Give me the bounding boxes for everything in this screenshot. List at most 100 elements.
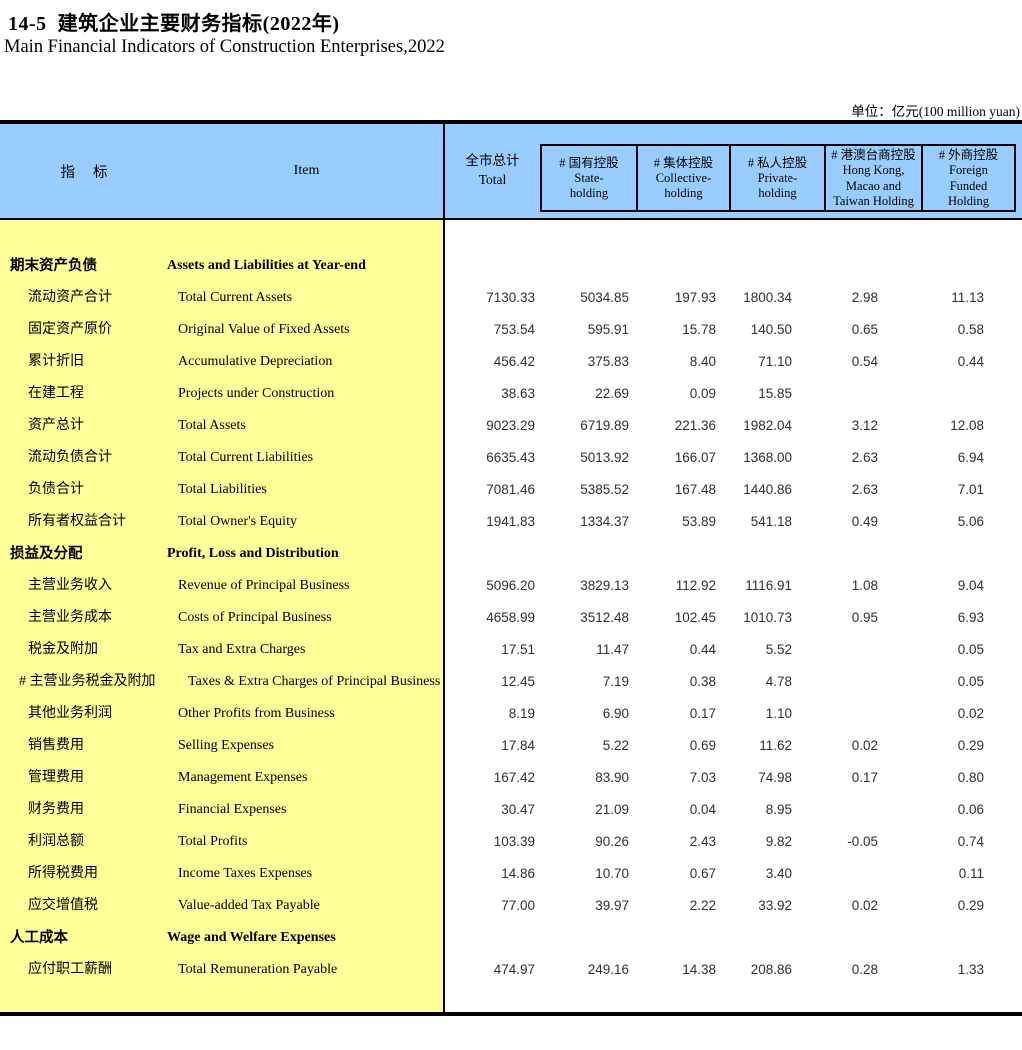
cell-value: -0.05 [847, 834, 878, 849]
cell-value: 7081.46 [486, 482, 535, 497]
cell-value: 2.63 [851, 450, 878, 465]
cell-value: 0.17 [851, 770, 878, 785]
table-top-rule [0, 120, 1022, 124]
cell-value: 167.48 [674, 482, 716, 497]
cell-value: 38.63 [501, 386, 535, 401]
row-label-english: Total Profits [178, 834, 248, 849]
row-label-english: Costs of Principal Business [178, 610, 332, 625]
table-bottom-rule [0, 1012, 1022, 1016]
cell-value: 2.98 [851, 290, 878, 305]
row-label-english: Projects under Construction [178, 386, 335, 401]
cell-value: 7.03 [689, 770, 716, 785]
cell-value: 11.13 [951, 290, 984, 305]
row-label-chinese: 流动负债合计 [28, 450, 112, 465]
cell-value: 112.92 [675, 578, 716, 593]
cell-value: 474.97 [493, 962, 535, 977]
cell-value: 5385.52 [580, 482, 629, 497]
row-label-english: Total Owner's Equity [178, 514, 297, 529]
cell-value: 0.05 [957, 674, 984, 689]
cell-value: 4.78 [765, 674, 792, 689]
row-label-english: Total Liabilities [178, 482, 267, 497]
cell-value: 6.90 [602, 706, 629, 721]
row-label-english: Profit, Loss and Distribution [167, 546, 339, 561]
row-label-chinese: 期末资产负债 [10, 258, 97, 274]
cell-value: 1116.91 [745, 578, 792, 593]
page-title-english: Main Financial Indicators of Constructio… [4, 37, 445, 57]
table-row: 在建工程 Projects under Construction 38.63 22… [0, 378, 1022, 410]
row-label-chinese: 利润总额 [28, 834, 84, 849]
cell-value: 0.04 [689, 802, 716, 817]
column-header-cell: # 私人控股 Private-holding [731, 146, 826, 210]
cell-value: 14.38 [682, 962, 716, 977]
header-indicator-english: Item [293, 163, 320, 178]
cell-value: 167.42 [493, 770, 535, 785]
cell-value: 0.02 [851, 738, 878, 753]
cell-value: 0.09 [689, 386, 716, 401]
cell-value: 21.09 [595, 802, 629, 817]
table-row: 流动资产合计 Total Current Assets 7130.33 5034.… [0, 282, 1022, 314]
cell-value: 753.54 [493, 322, 535, 337]
cell-value: 6.94 [957, 450, 984, 465]
cell-value: 30.47 [501, 802, 535, 817]
header-indicator-chinese: 指 标 [60, 164, 108, 181]
row-label-chinese: 主营业务收入 [28, 578, 112, 593]
header-bottom-rule [0, 218, 1022, 220]
row-label-chinese: 税金及附加 [28, 642, 98, 657]
row-label-english: Management Expenses [178, 770, 308, 785]
row-label-chinese: 销售费用 [28, 738, 84, 753]
column-header-cell: # 港澳台商控股 Hong Kong, Macao and Taiwan Holdi… [826, 146, 923, 210]
cell-value: 11.62 [759, 738, 792, 753]
cell-value: 22.69 [595, 386, 629, 401]
cell-value: 6.93 [957, 610, 984, 625]
row-label-chinese: 人工成本 [10, 930, 68, 946]
cell-value: 1.33 [957, 962, 984, 977]
cell-value: 166.07 [674, 450, 716, 465]
table-row: 销售费用 Selling Expenses 17.84 5.22 0.69 11.62… [0, 730, 1022, 762]
cell-value: 5013.92 [580, 450, 629, 465]
row-label-english: Other Profits from Business [178, 706, 335, 721]
row-label-english: Assets and Liabilities at Year-end [167, 258, 366, 273]
cell-value: 71.10 [758, 354, 792, 369]
header-subcolumns: # 国有控股 State-holding # 集体控股 Collective-h… [540, 144, 1016, 212]
cell-value: 0.29 [957, 738, 984, 753]
cell-value: 6719.89 [580, 418, 629, 433]
cell-value: 5034.85 [580, 290, 629, 305]
cell-value: 14.86 [501, 866, 535, 881]
cell-value: 5.52 [765, 642, 792, 657]
cell-value: 0.58 [957, 322, 984, 337]
cell-value: 0.11 [958, 866, 984, 881]
cell-value: 0.49 [851, 514, 878, 529]
cell-value: 17.51 [501, 642, 535, 657]
row-label-english: Value-added Tax Payable [178, 898, 320, 913]
cell-value: 39.97 [595, 898, 629, 913]
cell-value: 208.86 [750, 962, 792, 977]
table-row: 人工成本 Wage and Welfare Expenses [0, 922, 1022, 954]
cell-value: 5.06 [957, 514, 984, 529]
cell-value: 15.85 [758, 386, 792, 401]
cell-value: 15.78 [682, 322, 716, 337]
row-label-chinese: 管理费用 [28, 770, 84, 785]
row-label-english: Total Assets [178, 418, 246, 433]
cell-value: 8.19 [508, 706, 535, 721]
cell-value: 3829.13 [580, 578, 629, 593]
row-label-english: Total Current Assets [178, 290, 293, 305]
cell-value: 140.50 [750, 322, 792, 337]
cell-value: 1800.34 [743, 290, 792, 305]
row-label-chinese: 财务费用 [28, 802, 84, 817]
cell-value: 2.22 [689, 898, 716, 913]
row-label-chinese: 累计折旧 [28, 354, 84, 369]
row-label-english: Tax and Extra Charges [178, 642, 306, 657]
cell-value: 77.00 [501, 898, 535, 913]
row-label-chinese: 资产总计 [28, 418, 84, 433]
column-header-english: Hong Kong, Macao and Taiwan Holding [833, 163, 914, 208]
cell-value: 4658.99 [486, 610, 535, 625]
row-label-english: Taxes & Extra Charges of Principal Busin… [188, 674, 441, 689]
row-label-chinese: 所得税费用 [28, 866, 98, 881]
row-label-english: Financial Expenses [178, 802, 287, 817]
cell-value: 221.36 [674, 418, 716, 433]
cell-value: 7.19 [602, 674, 629, 689]
cell-value: 0.54 [851, 354, 878, 369]
page-title-chinese: 14-5 建筑企业主要财务指标(2022年) [8, 13, 340, 35]
cell-value: 0.80 [957, 770, 984, 785]
cell-value: 102.45 [674, 610, 716, 625]
